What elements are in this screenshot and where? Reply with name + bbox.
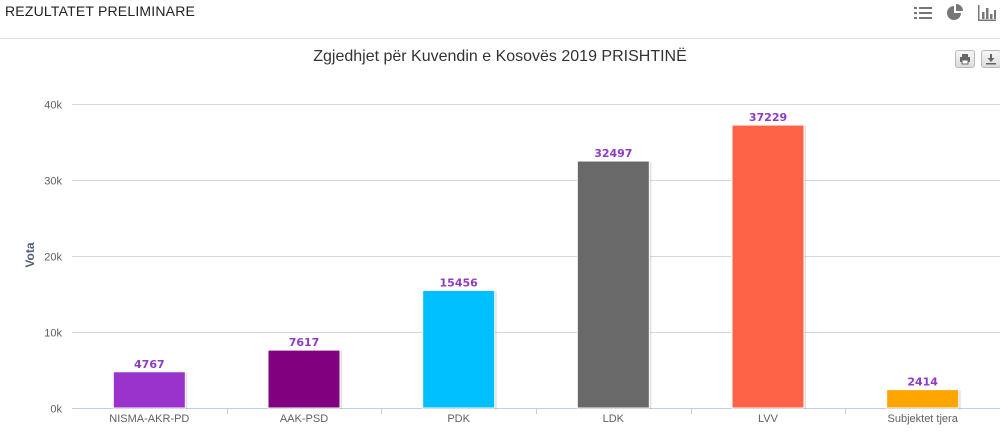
data-label: 37229: [749, 111, 787, 124]
x-tick-label: PDK: [447, 413, 470, 425]
data-label: 7617: [289, 336, 320, 349]
y-tick-label: 30k: [44, 176, 62, 188]
bar-chart-icon[interactable]: [976, 2, 998, 24]
bar[interactable]: [731, 124, 805, 409]
y-axis-title: Vota: [23, 242, 37, 267]
bar[interactable]: [886, 389, 960, 409]
page-title: REZULTATET PRELIMINARE: [5, 3, 196, 19]
bar[interactable]: [576, 160, 650, 409]
download-icon[interactable]: [981, 50, 1000, 68]
bar[interactable]: [267, 349, 341, 409]
y-tick-label: 40k: [44, 100, 62, 112]
y-tick-label: 20k: [44, 252, 62, 264]
bar[interactable]: [112, 371, 186, 409]
x-tick-label: Subjektet tjera: [888, 413, 959, 425]
bar[interactable]: [422, 290, 496, 409]
y-tick-label: 10k: [44, 328, 62, 340]
bars: 4767 7617 15456 32497 37229 2414: [112, 111, 961, 409]
x-tick-label: AAK-PSD: [280, 413, 328, 425]
chart-title: Zgjedhjet për Kuvendin e Kosovës 2019 PR…: [313, 48, 687, 65]
x-axis: NISMA-AKR-PD AAK-PSD PDK LDK LVV Subjektet tj…: [109, 408, 959, 425]
y-tick-label: 0k: [50, 404, 62, 416]
pie-chart-icon[interactable]: [944, 2, 966, 24]
view-switcher: [912, 2, 998, 24]
list-icon[interactable]: [912, 2, 934, 24]
data-label: 15456: [440, 277, 479, 290]
y-axis: 0k 10k 20k 30k 40k: [44, 100, 62, 416]
data-label: 4767: [134, 358, 165, 371]
data-label: 32497: [594, 147, 632, 160]
x-tick-label: LVV: [758, 413, 779, 425]
data-label: 2414: [907, 376, 938, 389]
print-icon[interactable]: [955, 50, 975, 68]
export-buttons: [955, 50, 1000, 68]
x-tick-label: LDK: [603, 413, 625, 425]
header-bar: REZULTATET PRELIMINARE: [0, 0, 1000, 39]
x-tick-label: NISMA-AKR-PD: [109, 413, 189, 425]
grid-lines: [72, 104, 1000, 409]
